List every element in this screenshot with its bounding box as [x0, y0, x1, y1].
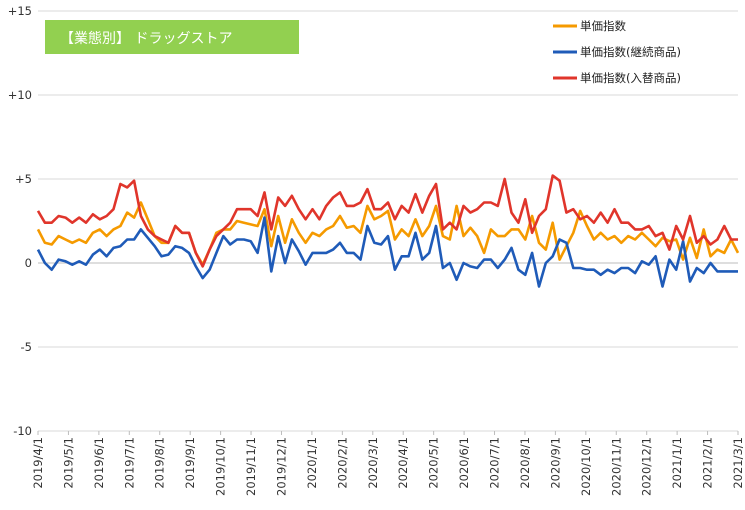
- x-tick-label: 2021/3/1: [731, 437, 745, 489]
- x-tick-label: 2020/10/1: [579, 437, 593, 496]
- legend: 単価指数 単価指数(継続商品) 単価指数(入替商品): [553, 19, 681, 85]
- y-tick-label: -5: [21, 340, 32, 354]
- x-tick-label: 2020/7/1: [488, 437, 502, 489]
- legend-label-continuing-products: 単価指数(継続商品): [580, 45, 681, 59]
- legend-label-unit-price-index: 単価指数: [580, 19, 626, 33]
- y-axis-ticks: +15 +10 +5 0 -5 -10: [8, 4, 32, 438]
- x-tick-label: 2019/8/1: [153, 437, 167, 489]
- y-tick-label: +10: [8, 88, 32, 102]
- x-tick-label: 2020/2/1: [335, 437, 349, 489]
- chart-badge: 【業態別】 ドラッグストア: [45, 20, 299, 54]
- y-tick-label: -10: [13, 424, 32, 438]
- x-axis-ticks: 2019/4/1 2019/5/1 2019/6/1 2019/7/1 2019/8/1…: [31, 431, 745, 496]
- grid-lines: [38, 10, 738, 432]
- legend-label-replaced-products: 単価指数(入替商品): [580, 71, 681, 85]
- x-tick-label: 2019/11/1: [244, 437, 258, 496]
- x-tick-label: 2020/9/1: [548, 437, 562, 489]
- series-lines: [36, 174, 740, 288]
- x-tick-label: 2019/5/1: [61, 437, 75, 489]
- y-tick-label: +15: [8, 4, 32, 18]
- x-tick-label: 2019/9/1: [183, 437, 197, 489]
- y-tick-label: +5: [15, 172, 32, 186]
- series-line-2: [36, 174, 738, 268]
- y-tick-label: 0: [25, 256, 32, 270]
- x-tick-label: 2019/10/1: [214, 437, 228, 496]
- x-tick-label: 2020/12/1: [640, 437, 654, 496]
- x-tick-label: 2021/2/1: [701, 437, 715, 489]
- x-tick-label: 2020/11/1: [609, 437, 623, 496]
- series-line-1: [36, 216, 738, 288]
- legend-item-unit-price-index: 単価指数: [553, 19, 626, 33]
- x-tick-label: 2020/3/1: [366, 437, 380, 489]
- x-tick-label: 2019/7/1: [122, 437, 136, 489]
- x-tick-label: 2020/1/1: [305, 437, 319, 489]
- x-tick-label: 2019/4/1: [31, 437, 45, 489]
- x-tick-label: 2021/1/1: [670, 437, 684, 489]
- x-tick-label: 2019/6/1: [92, 437, 106, 489]
- x-tick-label: 2020/4/1: [396, 437, 410, 489]
- legend-item-continuing-products: 単価指数(継続商品): [553, 45, 681, 59]
- legend-item-replaced-products: 単価指数(入替商品): [553, 71, 681, 85]
- badge-background: [45, 20, 299, 54]
- x-tick-label: 2020/6/1: [457, 437, 471, 489]
- badge-label: 【業態別】 ドラッグストア: [60, 31, 232, 47]
- x-tick-label: 2020/8/1: [518, 437, 532, 489]
- x-tick-label: 2020/5/1: [427, 437, 441, 489]
- x-tick-label: 2019/12/1: [274, 437, 288, 496]
